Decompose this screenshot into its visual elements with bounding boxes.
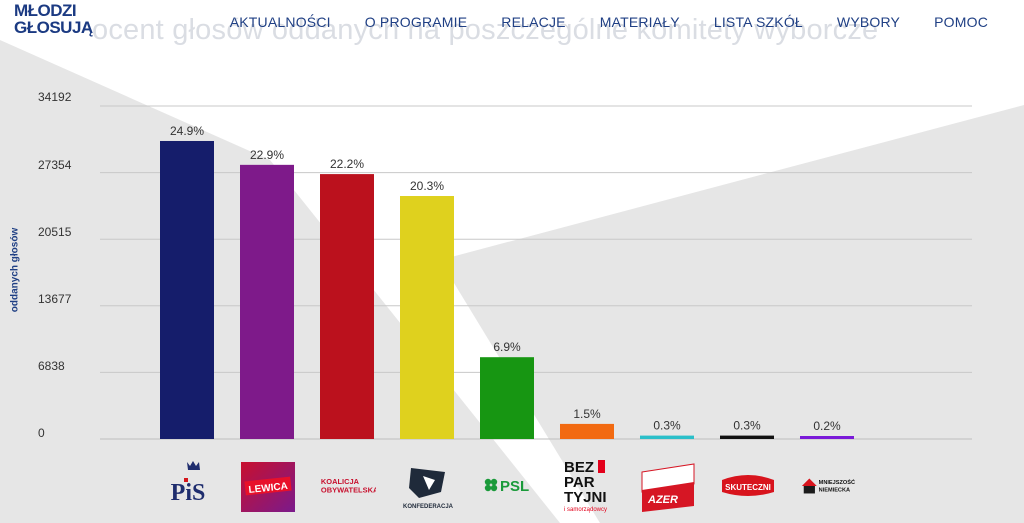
bar-value-label: 1.5% xyxy=(573,407,601,421)
mniejszosc-niemiecka-logo: MNIEJSZOŚĆ NIEMIECKA xyxy=(800,460,856,512)
bezpartyjni-line4: i samorządowcy xyxy=(564,507,607,513)
azer-logo-text: AZER xyxy=(647,494,678,506)
ko-logo: KOALICJA OBYWATELSKA xyxy=(320,460,376,512)
y-tick-label: 34192 xyxy=(38,90,72,104)
header: ocent głosów oddanych na poszczególne ko… xyxy=(0,0,1024,50)
ko-logo-line2: OBYWATELSKA xyxy=(321,486,376,495)
page-title: ocent głosów oddanych na poszczególne ko… xyxy=(92,14,879,46)
pis-logo-text: PiS xyxy=(171,480,206,506)
bar-value-label: 22.2% xyxy=(330,157,364,171)
bar[interactable] xyxy=(720,435,774,439)
mn-logo-line1: MNIEJSZOŚĆ xyxy=(819,478,855,486)
konfederacja-logo: KONFEDERACJA xyxy=(400,460,456,512)
bezpartyjni-line1: BEZ xyxy=(564,459,594,476)
brand-line-2: GŁOSUJĄ xyxy=(14,18,93,37)
bezpartyjni-logo: BEZ PAR TYJNI i samorządowcy xyxy=(560,458,616,514)
nav-aktualnosci[interactable]: AKTUALNOŚCI xyxy=(229,14,331,30)
y-tick-label: 20515 xyxy=(38,225,72,239)
bar-value-label: 0.3% xyxy=(653,419,681,433)
bar[interactable] xyxy=(320,174,374,439)
psl-logo-text: PSL xyxy=(500,478,529,495)
y-tick-label: 27354 xyxy=(38,158,72,172)
nav-lista-szkol[interactable]: LISTA SZKÓŁ xyxy=(713,14,803,30)
nav-wybory[interactable]: WYBORY xyxy=(836,14,901,30)
bar[interactable] xyxy=(800,436,854,439)
main-nav: AKTUALNOŚCI O PROGRAMIE RELACJE MATERIAŁ… xyxy=(230,14,988,30)
brand-line-1: MŁODZI xyxy=(14,1,77,20)
skuteczni-logo-text: SKUTECZNI xyxy=(725,483,771,492)
bar-value-label: 0.3% xyxy=(733,419,761,433)
nav-o-programie[interactable]: O PROGRAMIE xyxy=(364,14,468,30)
lewica-logo: LEWICA xyxy=(240,460,296,512)
lewica-logo-text: LEWICA xyxy=(248,481,288,496)
pis-logo: PiS xyxy=(160,460,216,512)
nav-materialy[interactable]: MATERIAŁY xyxy=(599,14,680,30)
bar-value-label: 20.3% xyxy=(410,179,444,193)
psl-logo: PSL xyxy=(480,460,536,512)
brand-logo[interactable]: MŁODZI GŁOSUJĄ xyxy=(14,2,93,36)
nav-pomoc[interactable]: POMOC xyxy=(934,14,988,30)
bar[interactable] xyxy=(400,196,454,439)
ko-logo-line1: KOALICJA xyxy=(321,477,360,486)
bar-value-label: 6.9% xyxy=(493,340,521,354)
bar-value-label: 0.2% xyxy=(813,419,841,433)
skuteczni-logo: SKUTECZNI xyxy=(720,460,776,512)
mn-logo-line2: NIEMIECKA xyxy=(819,488,850,494)
bar[interactable] xyxy=(560,423,614,439)
azer-logo: AZER xyxy=(640,460,696,512)
y-tick-label: 13677 xyxy=(38,292,72,306)
bezpartyjni-line3: TYJNI xyxy=(564,489,607,506)
bar-value-label: 22.9% xyxy=(250,148,284,162)
bar[interactable] xyxy=(640,435,694,439)
nav-relacje[interactable]: RELACJE xyxy=(501,14,566,30)
bar[interactable] xyxy=(480,357,534,439)
bar[interactable] xyxy=(160,140,214,440)
y-tick-label: 0 xyxy=(38,426,45,440)
bezpartyjni-line2: PAR xyxy=(564,474,595,491)
y-tick-label: 6838 xyxy=(38,359,65,373)
konfederacja-logo-text: KONFEDERACJA xyxy=(403,504,454,510)
bar[interactable] xyxy=(240,164,294,440)
bar-value-label: 24.9% xyxy=(170,124,204,138)
